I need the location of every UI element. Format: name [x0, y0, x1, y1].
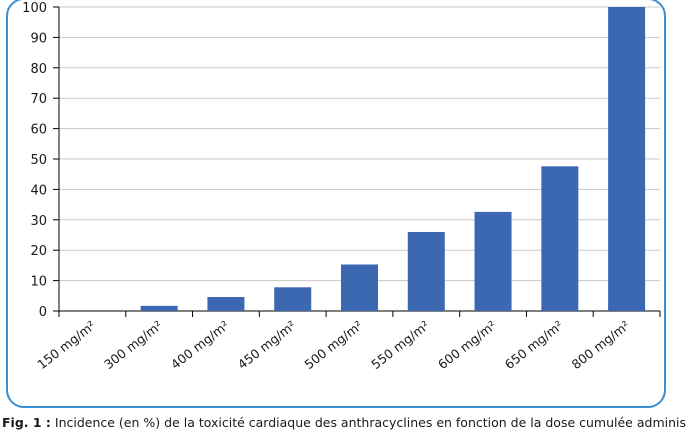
x-tick-label: 550 mg/m² — [368, 318, 432, 373]
y-tick-label: 80 — [30, 62, 47, 77]
bar-5 — [341, 264, 378, 311]
figure-caption: Fig. 1 : Incidence (en %) de la toxicité… — [2, 415, 686, 430]
y-tick-label: 60 — [30, 123, 47, 138]
caption-label: Fig. 1 : — [2, 415, 51, 430]
y-tick-label: 20 — [30, 244, 47, 259]
x-tick-label: 450 mg/m² — [235, 318, 299, 373]
y-tick-label: 100 — [22, 1, 47, 16]
bar-6 — [407, 231, 445, 311]
y-tick-label: 0 — [39, 305, 47, 320]
x-tick-label: 800 mg/m² — [569, 318, 633, 373]
bar-7 — [474, 211, 512, 311]
bar-9 — [608, 7, 646, 311]
x-tick-label: 600 mg/m² — [435, 318, 499, 373]
bar-3 — [207, 297, 245, 311]
y-tick-label: 50 — [30, 153, 47, 168]
x-tick-label: 650 mg/m² — [502, 318, 566, 373]
x-tick-label: 400 mg/m² — [168, 318, 232, 373]
bar-2 — [140, 305, 178, 311]
bar-chart: 0 10 20 30 40 50 60 70 80 90 100 150 mg/m² 300 mg/m²… — [22, 1, 661, 373]
caption-text: Incidence (en %) de la toxicité cardiaqu… — [50, 415, 686, 430]
y-tick-label: 30 — [30, 214, 47, 229]
x-tick-label: 300 mg/m² — [101, 318, 165, 373]
y-tick-label: 70 — [30, 92, 47, 107]
y-tick-label: 10 — [30, 275, 47, 290]
y-tick-label: 90 — [30, 31, 47, 46]
x-tick-label: 500 mg/m² — [301, 318, 365, 373]
x-tick-label: 150 mg/m² — [34, 318, 98, 373]
y-tick-label: 40 — [30, 183, 47, 198]
bar-4 — [274, 287, 312, 311]
bar-8 — [541, 166, 579, 311]
